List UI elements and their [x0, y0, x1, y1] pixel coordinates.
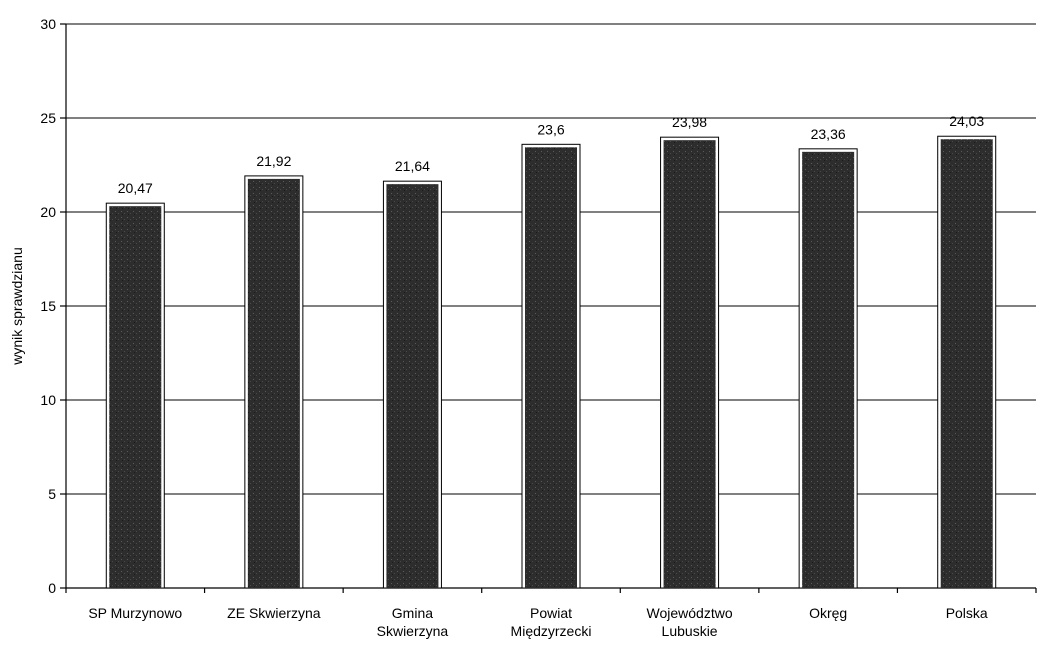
y-tick-label: 15 [40, 298, 56, 314]
x-category-label: Powiat [530, 605, 572, 621]
x-category-label: Gmina [392, 605, 433, 621]
data-label: 21,64 [395, 158, 430, 174]
x-category-label: SP Murzynowo [88, 605, 182, 621]
data-label: 23,36 [811, 126, 846, 142]
bar [109, 206, 162, 588]
x-category-label: Polska [946, 605, 988, 621]
bar [386, 184, 439, 588]
y-tick-label: 25 [40, 110, 56, 126]
x-category-label: Międzyrzecki [511, 623, 592, 639]
data-label: 20,47 [118, 180, 153, 196]
bar [525, 147, 577, 588]
data-label: 24,03 [949, 113, 984, 129]
x-category-label: Województwo [647, 605, 733, 621]
data-label: 23,98 [672, 114, 707, 130]
data-label: 23,6 [537, 121, 564, 137]
y-axis-title: wynik sprawdzianu [9, 247, 25, 366]
y-tick-label: 30 [40, 16, 56, 32]
y-tick-label: 20 [40, 204, 56, 220]
y-tick-label: 10 [40, 392, 56, 408]
x-category-label: ZE Skwierzyna [227, 605, 321, 621]
bars [105, 135, 997, 589]
y-tick-label: 0 [48, 580, 56, 596]
bar [940, 139, 993, 588]
data-label: 21,92 [256, 153, 291, 169]
x-category-label: Okręg [809, 605, 847, 621]
bar [663, 140, 716, 588]
labels: 0 5 10 15 20 25 30 20,47 SP Murzynowo 21,92 ZE Skw… [40, 16, 988, 639]
bar [802, 151, 855, 588]
x-category-label: Lubuskie [662, 623, 718, 639]
bar [247, 178, 300, 589]
x-category-label: Skwierzyna [377, 623, 449, 639]
y-tick-label: 5 [48, 486, 56, 502]
